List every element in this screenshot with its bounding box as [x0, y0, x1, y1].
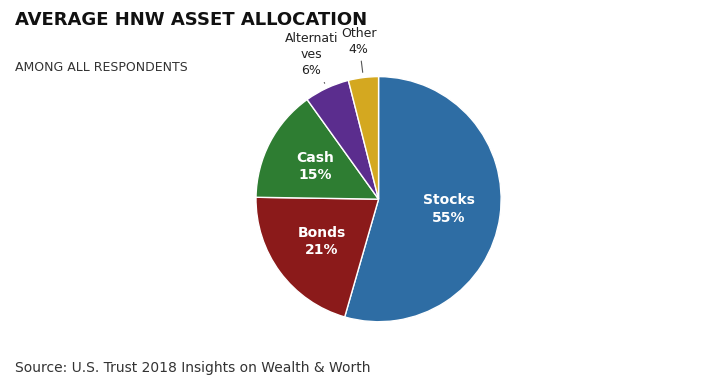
Text: Stocks
55%: Stocks 55%	[423, 193, 475, 225]
Wedge shape	[344, 77, 501, 322]
Text: Source: U.S. Trust 2018 Insights on Wealth & Worth: Source: U.S. Trust 2018 Insights on Weal…	[15, 361, 370, 375]
Wedge shape	[256, 197, 379, 317]
Text: Bonds
21%: Bonds 21%	[297, 226, 346, 257]
Text: Cash
15%: Cash 15%	[296, 151, 334, 182]
Wedge shape	[349, 77, 379, 199]
Text: AMONG ALL RESPONDENTS: AMONG ALL RESPONDENTS	[15, 61, 187, 74]
Wedge shape	[256, 100, 379, 199]
Text: Alternati
ves
6%: Alternati ves 6%	[285, 32, 338, 83]
Text: AVERAGE HNW ASSET ALLOCATION: AVERAGE HNW ASSET ALLOCATION	[15, 11, 367, 29]
Wedge shape	[307, 80, 379, 199]
Text: Other
4%: Other 4%	[341, 26, 376, 72]
